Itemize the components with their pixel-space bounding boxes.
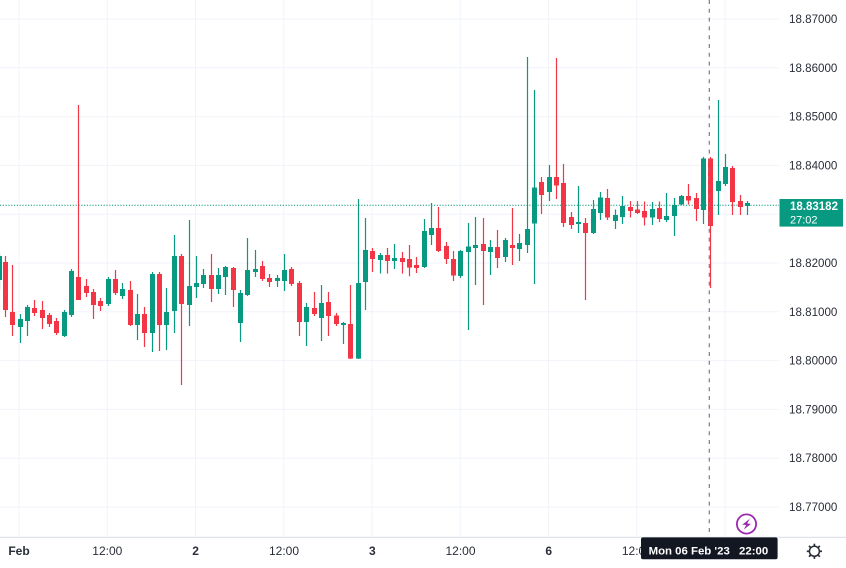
svg-text:18.81000: 18.81000: [789, 306, 837, 319]
svg-text:22:00: 22:00: [739, 546, 768, 558]
svg-text:18.82000: 18.82000: [789, 257, 837, 270]
svg-text:Feb: Feb: [8, 544, 29, 558]
svg-text:2: 2: [192, 544, 199, 558]
svg-text:18.78000: 18.78000: [789, 452, 837, 465]
svg-text:6: 6: [545, 544, 552, 558]
svg-text:18.79000: 18.79000: [789, 403, 837, 416]
svg-text:18.77000: 18.77000: [789, 501, 837, 514]
svg-text:12:00: 12:00: [92, 544, 122, 558]
svg-text:18.80000: 18.80000: [789, 355, 837, 368]
svg-text:3: 3: [369, 544, 376, 558]
svg-text:12:00: 12:00: [445, 544, 475, 558]
svg-text:18.84000: 18.84000: [789, 159, 837, 172]
svg-text:18.87000: 18.87000: [789, 13, 837, 26]
svg-text:18.83182: 18.83182: [790, 201, 838, 213]
svg-text:27:02: 27:02: [790, 215, 818, 227]
svg-text:12:00: 12:00: [269, 544, 299, 558]
svg-text:18.86000: 18.86000: [789, 62, 837, 75]
svg-text:18.85000: 18.85000: [789, 111, 837, 124]
svg-text:Mon 06 Feb '23: Mon 06 Feb '23: [649, 546, 730, 558]
